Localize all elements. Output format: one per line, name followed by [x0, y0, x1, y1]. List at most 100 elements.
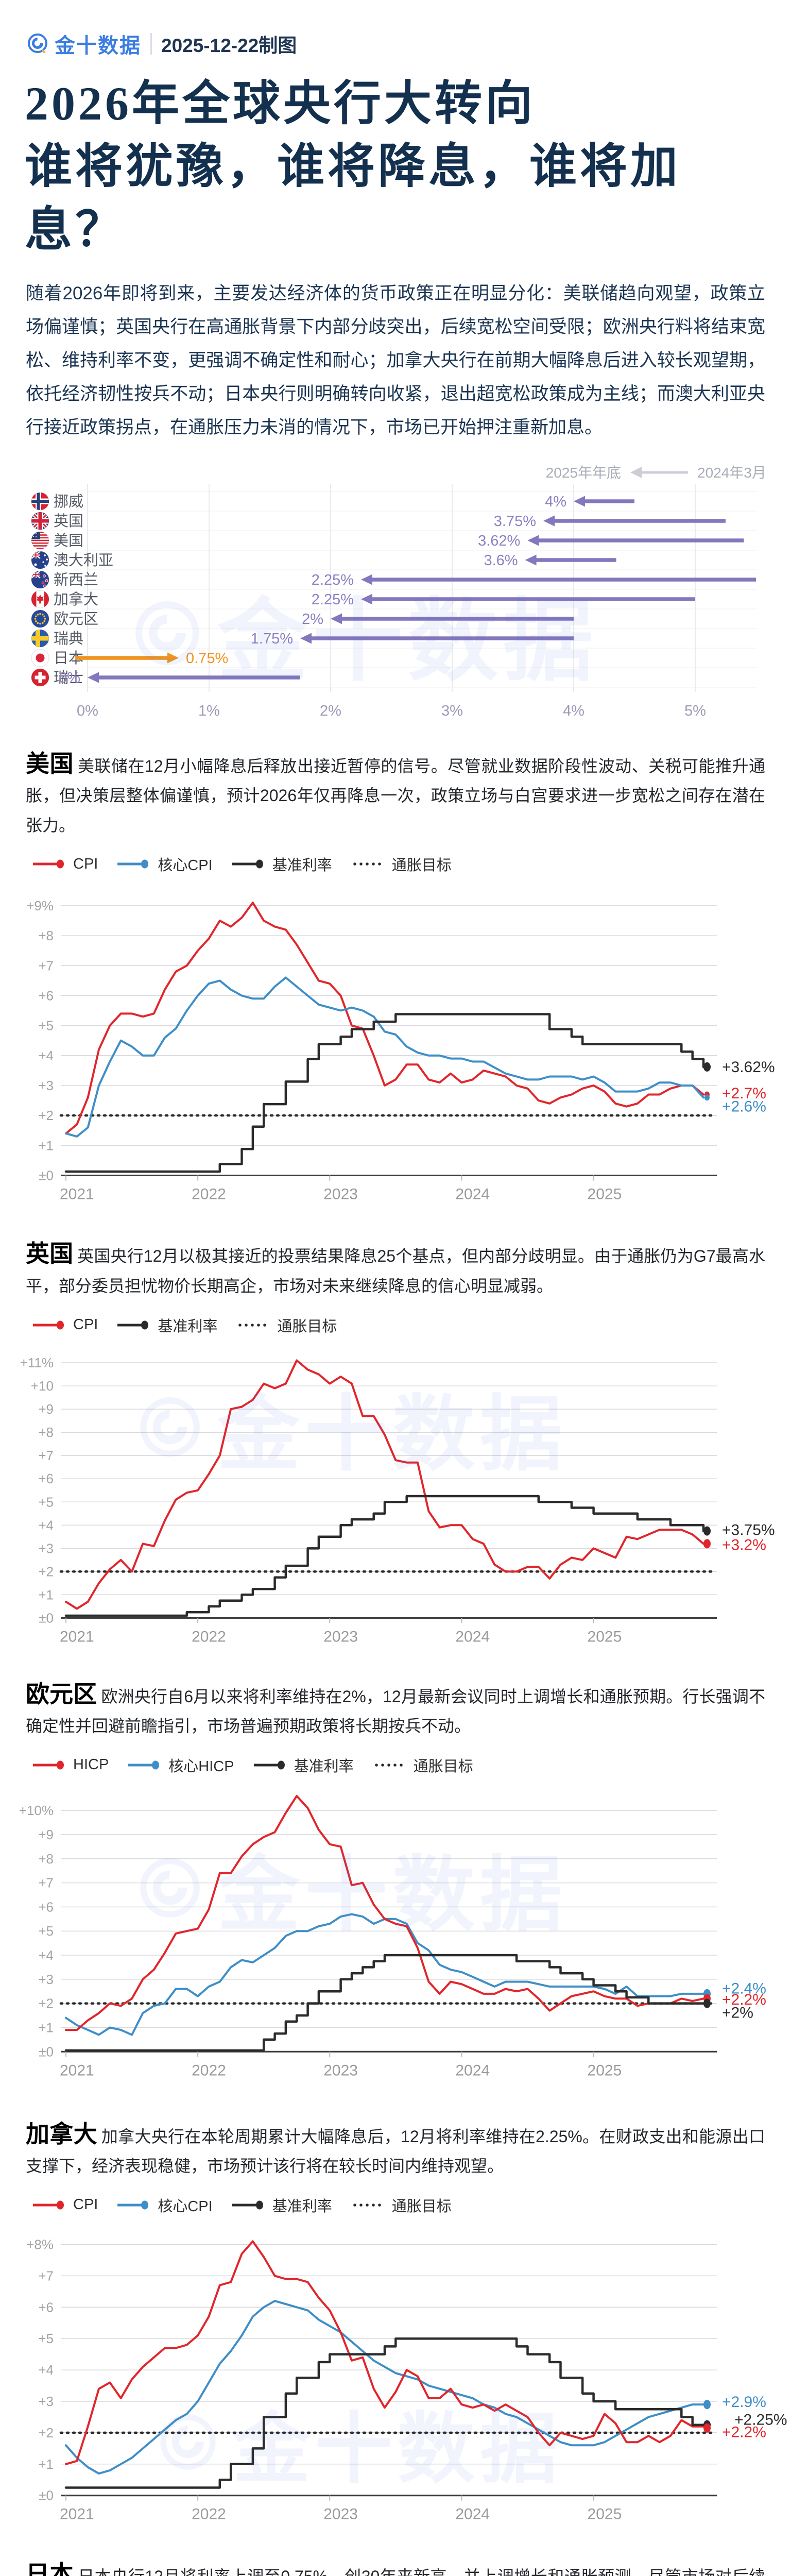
svg-text:瑞士: 瑞士	[54, 669, 83, 686]
uk-chart: 金十数据 +11% +10 +9 +8 +7 +6 +5 +4 +3 +2 +1 ±0 2021 2022…	[0, 1336, 791, 1658]
section-japan: 日本日本央行12月将利率上调至0.75%，创30年来新高，并上调增长和通胀预测。…	[0, 2562, 791, 2576]
line-chart-canvas: +9% +8 +7 +6 +5 +4 +3 +2 +1 ±0 2021 2022 2023 2024 202…	[26, 898, 775, 1203]
policy-rate-dumbbell-chart: 金十数据 2025年年底 2024年3月 挪威 4% 英国 3.75% 美国 3.62% 澳大利…	[0, 450, 791, 728]
svg-text:3.6%: 3.6%	[484, 552, 518, 569]
svg-text:2024年3月: 2024年3月	[697, 465, 766, 481]
legend-line-sample	[232, 859, 263, 869]
svg-text:+3.62%: +3.62%	[722, 1059, 775, 1076]
legend-item: HICP	[32, 1756, 109, 1773]
section-desc: 日本央行12月将利率上调至0.75%，创30年来新高，并上调增长和通胀预测。尽管…	[26, 2567, 765, 2576]
legend-item: 通胀目标	[372, 1754, 473, 1776]
legend-item: CPI	[32, 1316, 98, 1333]
svg-text:瑞典: 瑞典	[54, 630, 83, 647]
svg-text:+2: +2	[38, 2425, 54, 2441]
legend-item: CPI	[32, 2196, 98, 2213]
section-title: 加拿大	[26, 2120, 97, 2147]
svg-text:+6: +6	[38, 1471, 54, 1486]
usa-chart: +9% +8 +7 +6 +5 +4 +3 +2 +1 ±0 2021 2022 2023 2024 202…	[0, 875, 791, 1218]
svg-text:4%: 4%	[545, 494, 566, 510]
legend-item: 基准利率	[253, 1754, 354, 1776]
legend-line-sample	[253, 1760, 285, 1770]
svg-text:2024: 2024	[455, 2062, 490, 2079]
legend-item: 通胀目标	[351, 853, 452, 875]
section-usa: 美国 美联储在12月小幅降息后释放出接近暂停的信号。尽管就业数据阶段性波动、关税可…	[0, 752, 791, 1218]
chart-date: 2025-12-22制图	[161, 35, 297, 56]
legend-line-sample	[117, 2200, 149, 2210]
svg-text:2.25%: 2.25%	[312, 591, 354, 608]
svg-text:+8: +8	[38, 928, 54, 943]
svg-text:2021: 2021	[60, 2506, 94, 2523]
svg-text:+7: +7	[38, 1448, 54, 1463]
svg-text:2023: 2023	[323, 1186, 358, 1203]
svg-text:+8: +8	[38, 1851, 54, 1866]
svg-text:+8: +8	[38, 1425, 54, 1440]
svg-text:3.75%: 3.75%	[494, 513, 536, 530]
svg-text:4%: 4%	[563, 703, 584, 719]
chart-legend: CPI 核心CPI 基准利率 通胀目标	[32, 2195, 791, 2215]
svg-text:+2.2%: +2.2%	[722, 1991, 766, 2008]
section-paragraph: 加拿大 加拿大央行在本轮周期累计大幅降息后，12月将利率维持在2.25%。在财政支…	[26, 2122, 765, 2181]
svg-text:+7: +7	[38, 958, 54, 974]
svg-text:2025: 2025	[588, 2506, 622, 2523]
legend-item: 基准利率	[231, 853, 332, 875]
svg-text:+9%: +9%	[26, 898, 54, 913]
svg-text:+4: +4	[38, 2362, 54, 2378]
svg-text:+2: +2	[38, 1108, 54, 1124]
svg-text:+5: +5	[38, 2331, 54, 2346]
svg-text:+1: +1	[38, 1587, 54, 1602]
canada-chart: 金十数据 +8% +7 +6 +5 +4 +3 +2 +1 ±0 2021 2022 2023 2024…	[0, 2216, 791, 2538]
chart-legend: HICP 核心HICP 基准利率 通胀目标	[32, 1755, 791, 1775]
svg-text:+6: +6	[38, 2299, 54, 2315]
line-chart-canvas: +10% +9 +8 +7 +6 +5 +4 +3 +2 +1 ±0 2021 2022 2023 2024…	[19, 1794, 766, 2079]
svg-text:2022: 2022	[192, 2506, 226, 2523]
section-title: 英国	[26, 1240, 74, 1267]
page-title: 2026年全球央行大转向 谁将犹豫，谁将降息，谁将加息？	[25, 72, 766, 261]
svg-text:2022: 2022	[192, 1628, 226, 1645]
svg-text:+11%: +11%	[20, 1355, 54, 1370]
section-canada: 加拿大 加拿大央行在本轮周期累计大幅降息后，12月将利率维持在2.25%。在财政支…	[0, 2122, 791, 2538]
intro-paragraph: 随着2026年即将到来，主要发达经济体的货币政策正在明显分化：美联储趋向观望，政…	[26, 283, 765, 438]
svg-text:+3: +3	[38, 1972, 54, 1987]
svg-text:2025: 2025	[588, 1186, 622, 1203]
section-paragraph: 日本日本央行12月将利率上调至0.75%，创30年来新高，并上调增长和通胀预测。…	[26, 2562, 765, 2576]
svg-text:2025: 2025	[588, 1628, 622, 1645]
svg-text:+9: +9	[38, 1827, 54, 1842]
svg-text:5%: 5%	[684, 703, 706, 719]
svg-text:2024: 2024	[455, 1628, 490, 1645]
svg-text:+3.75%: +3.75%	[722, 1521, 775, 1538]
svg-text:2.25%: 2.25%	[312, 572, 354, 588]
svg-text:±0: ±0	[39, 2488, 54, 2503]
chart-legend: CPI 核心CPI 基准利率 通胀目标	[32, 854, 791, 874]
svg-text:+10%: +10%	[19, 1803, 54, 1818]
legend-item: 核心CPI	[116, 2194, 213, 2216]
svg-text:+2.7%: +2.7%	[722, 1085, 766, 1102]
section-eurozone: 欧元区 欧洲央行自6月以来将利率维持在2%，12月最新会议同时上调增长和通胀预期。…	[0, 1682, 791, 2098]
section-desc: 英国央行12月以极其接近的投票结果降息25个基点，但内部分歧明显。由于通胀仍为G…	[26, 1247, 765, 1295]
svg-text:+5: +5	[38, 1494, 54, 1510]
svg-text:+1: +1	[38, 1138, 54, 1154]
svg-text:+2.4%: +2.4%	[722, 1980, 766, 1997]
svg-text:2022: 2022	[192, 1186, 226, 1203]
legend-line-sample	[117, 859, 149, 869]
svg-text:2021: 2021	[60, 1628, 94, 1645]
svg-text:英国: 英国	[54, 513, 83, 530]
svg-text:挪威: 挪威	[54, 493, 83, 510]
svg-text:2%: 2%	[302, 611, 323, 628]
legend-line-sample	[33, 2200, 64, 2210]
legend-item: CPI	[32, 856, 98, 873]
svg-text:+3: +3	[38, 1540, 54, 1556]
eurozone-chart: 金十数据 +10% +9 +8 +7 +6 +5 +4 +3 +2 +1 ±0 2021 2022 202…	[0, 1776, 791, 2098]
svg-text:+7: +7	[38, 1875, 54, 1890]
svg-text:澳大利亚: 澳大利亚	[54, 552, 113, 569]
svg-text:0.75%: 0.75%	[186, 650, 228, 667]
section-desc: 欧洲央行自6月以来将利率维持在2%，12月最新会议同时上调增长和通胀预期。行长强…	[26, 1687, 765, 1736]
svg-text:+2: +2	[38, 1564, 54, 1579]
svg-text:2025: 2025	[588, 2062, 622, 2079]
svg-text:+2.25%: +2.25%	[734, 2411, 787, 2428]
svg-text:3.62%: 3.62%	[478, 533, 520, 549]
legend-item: 核心CPI	[116, 853, 213, 875]
svg-text:+3: +3	[38, 1078, 54, 1093]
jin10-logo-icon	[26, 32, 49, 56]
svg-text:+2: +2	[38, 1995, 54, 2011]
